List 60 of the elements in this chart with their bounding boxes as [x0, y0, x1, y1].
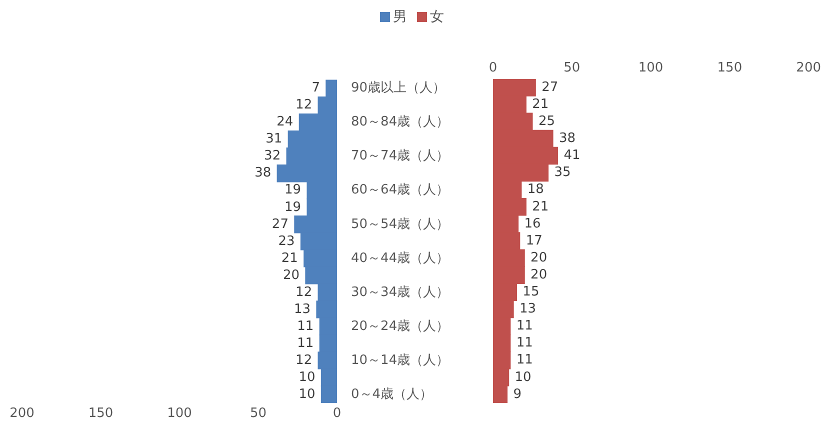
data-label: 21	[281, 250, 298, 266]
x2-tick-label: 0	[488, 60, 498, 76]
x-tick-label: 150	[88, 406, 114, 422]
data-label: 12	[296, 98, 312, 113]
x2-tick-label: 50	[564, 60, 580, 76]
y-tick-label: 0～4歳（人）	[351, 386, 433, 402]
data-label: 11	[297, 318, 314, 334]
data-label: 20	[530, 267, 548, 282]
data-label: 9	[513, 386, 522, 402]
data-label: 27	[272, 216, 288, 232]
data-label: 27	[542, 80, 558, 95]
data-label: 21	[532, 96, 549, 112]
data-label: 20	[530, 250, 548, 266]
y-tick-label: 20～24歳（人）	[351, 318, 450, 334]
data-label: 16	[524, 216, 541, 232]
data-label: 35	[554, 165, 571, 180]
data-label: 11	[297, 336, 314, 351]
data-label: 11	[516, 352, 533, 368]
data-label: 18	[527, 182, 544, 198]
x2-tick-label: 200	[796, 60, 822, 76]
data-label: 11	[516, 336, 533, 351]
y-tick-label: 80～84歳（人）	[351, 114, 450, 130]
data-label: 10	[298, 370, 316, 385]
x-tick-label: 50	[250, 406, 267, 422]
y-tick-label: 90歳以上（人）	[351, 80, 446, 96]
x2-tick-label: 150	[717, 60, 742, 76]
data-label: 13	[294, 302, 311, 317]
data-label: 19	[284, 200, 302, 215]
y-tick-label: 10～14歳（人）	[351, 352, 450, 368]
data-label: 7	[312, 80, 320, 96]
y-tick-label: 30～34歳（人）	[351, 284, 450, 300]
legend-label: 男	[393, 8, 407, 26]
data-label: 19	[284, 182, 302, 198]
data-label: 12	[296, 352, 312, 368]
data-label: 31	[266, 132, 282, 147]
data-label: 23	[278, 234, 295, 249]
data-label: 24	[276, 114, 294, 130]
data-label: 20	[282, 268, 300, 283]
y-tick-label: 70～74歳（人）	[351, 148, 450, 164]
x2-tick-label: 100	[638, 60, 664, 76]
data-label: 41	[564, 148, 580, 164]
legend-label: 女	[430, 8, 444, 26]
data-label: 12	[296, 284, 312, 300]
data-label: 32	[264, 148, 281, 164]
data-label: 21	[532, 199, 549, 214]
data-label: 38	[558, 131, 576, 146]
y-tick-label: 50～54歳（人）	[351, 216, 450, 232]
data-label: 10	[514, 370, 532, 385]
data-label: 13	[520, 302, 536, 317]
data-label: 25	[538, 114, 555, 130]
data-label: 38	[254, 166, 272, 181]
x-tick-label: 100	[167, 406, 192, 422]
x-tick-label: 0	[332, 406, 342, 422]
x-tick-label: 200	[10, 406, 34, 422]
data-label: 15	[522, 284, 540, 300]
data-label: 11	[516, 318, 533, 334]
y-tick-label: 40～44歳（人）	[351, 250, 450, 266]
y-tick-label: 60～64歳（人）	[351, 182, 450, 198]
data-label: 17	[526, 233, 542, 248]
data-label: 10	[298, 386, 316, 402]
